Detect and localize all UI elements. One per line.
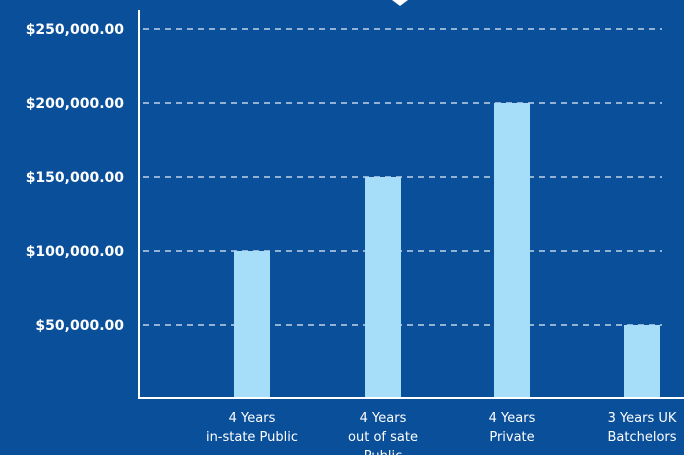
bar-1 <box>234 251 270 398</box>
bar-4 <box>624 325 660 398</box>
axes <box>138 10 684 399</box>
y-tick-label-5: $250,000.00 <box>26 22 125 38</box>
y-tick-label-2: $100,000.00 <box>26 244 125 260</box>
bars <box>234 103 660 398</box>
y-tick-label-3: $150,000.00 <box>26 170 125 186</box>
grid-lines <box>143 28 662 326</box>
x-tick-label-4: 3 Years UK Batchelors <box>607 411 676 445</box>
x-tick-label-3: 4 Years Private <box>489 411 536 445</box>
bar-3 <box>494 103 530 398</box>
y-tick-label-4: $200,000.00 <box>26 96 125 112</box>
top-marker <box>392 0 408 6</box>
x-tick-labels: 4 Years in-state Public 4 Years out of sate… <box>206 411 677 455</box>
x-tick-label-1: 4 Years in-state Public <box>206 411 298 445</box>
y-tick-labels: $50,000.00 $100,000.00 $150,000.00 $200,000… <box>26 22 125 334</box>
bar-2 <box>365 177 401 398</box>
y-tick-label-1: $50,000.00 <box>35 318 124 334</box>
top-marker-icon <box>392 0 408 6</box>
